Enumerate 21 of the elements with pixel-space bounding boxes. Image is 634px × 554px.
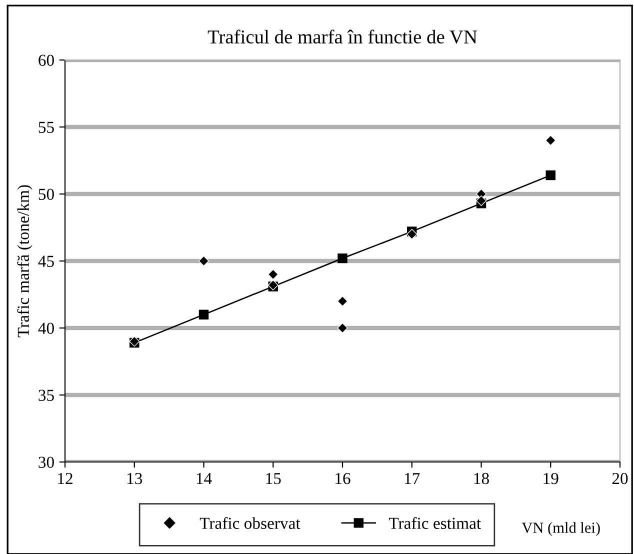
y-axis-title: Trafic marfă (tone/km) [17,185,32,338]
x-tick-label: 18 [474,472,489,484]
y-tick-label: 45 [38,256,54,267]
legend-label: Trafic estimat [388,517,481,529]
x-tick-label: 15 [266,472,281,484]
x-tick-label: 19 [544,472,558,484]
x-tick-label: 16 [336,472,350,484]
y-tick-label: 35 [38,390,54,401]
y-tick-label: 40 [38,322,54,334]
x-tick-label: 13 [128,472,142,484]
x-tick-label: 17 [405,472,420,484]
x-tick-label: 20 [612,472,628,484]
y-tick-label: 60 [38,54,54,66]
y-tick-label: 50 [38,188,54,200]
x-axis-title: VN (mld lei) [522,522,600,536]
y-tick-label: 30 [38,456,54,468]
x-tick-label: 12 [58,472,72,484]
y-tick-label: 55 [38,122,54,133]
x-tick-label: 14 [196,472,212,484]
legend-label: Trafic observat [200,517,300,529]
chart-title: Traficul de marfa în functie de VN [208,30,478,44]
